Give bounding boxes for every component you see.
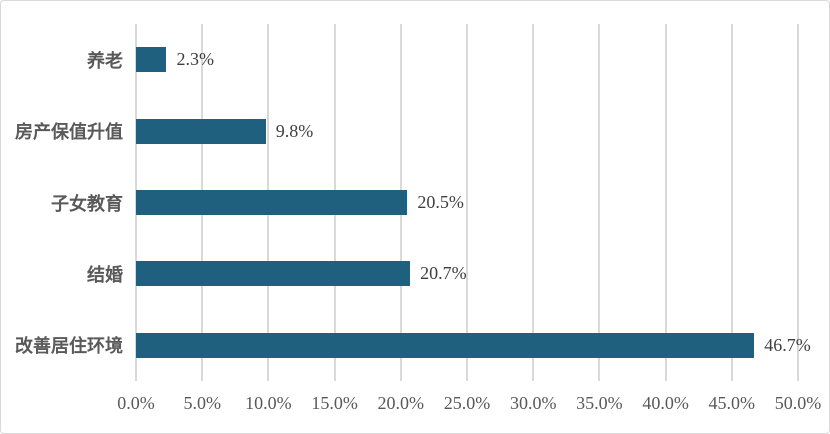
bar-value-label: 46.7% (764, 334, 811, 355)
x-tick-label: 25.0% (443, 393, 491, 413)
gridline (598, 24, 601, 381)
category-label: 养老 (87, 50, 123, 71)
y-axis-category-labels: 养老房产保值升值子女教育结婚改善居住环境 (1, 24, 136, 381)
x-tick-label: 35.0% (576, 393, 623, 413)
bar-row: 9.8% (136, 95, 798, 166)
bar-row: 46.7% (136, 310, 811, 381)
x-tick-label: 10.0% (245, 393, 292, 413)
x-tick-label: 40.0% (642, 393, 689, 413)
x-axis: 0.0% 5.0% 10.0% 15.0% 20.0% 25.0% 30.0% 35.0% 40… (117, 393, 821, 419)
bar-row: 20.5% (136, 167, 798, 238)
gridline (797, 24, 799, 381)
bar (136, 47, 167, 73)
bar-row: 2.3% (136, 24, 798, 95)
category-label: 子女教育 (51, 193, 123, 214)
bar-row: 20.7% (136, 238, 798, 309)
gridline (466, 24, 468, 381)
x-tick-label: 0.0% (117, 393, 155, 413)
gridline (664, 24, 667, 381)
x-tick-label: 15.0% (311, 393, 358, 413)
bar (136, 332, 755, 358)
bar-value-label: 9.8% (275, 120, 314, 141)
bar-value-label: 20.7% (420, 263, 467, 284)
x-tick-label: 45.0% (708, 393, 756, 413)
bar-rows: 2.3% 9.8% 20.5% 20.7% 46.7% (136, 24, 811, 381)
bar (136, 118, 266, 144)
x-tick-label: 50.0% (774, 393, 822, 413)
gridline (532, 24, 535, 381)
gridline (730, 24, 733, 381)
category-label: 结婚 (87, 264, 123, 285)
plot-area: 2.3% 9.8% 20.5% 20.7% 46.7% (135, 24, 811, 381)
bar (136, 190, 408, 216)
bar-value-label: 20.5% (417, 192, 464, 213)
x-tick-label: 30.0% (509, 393, 557, 413)
x-tick-label: 5.0% (183, 393, 221, 413)
bar (136, 261, 411, 287)
category-label: 改善居住环境 (15, 336, 123, 357)
x-tick-label: 20.0% (377, 393, 425, 413)
bar-value-label: 2.3% (176, 49, 214, 70)
category-label: 房产保值升值 (15, 122, 123, 143)
